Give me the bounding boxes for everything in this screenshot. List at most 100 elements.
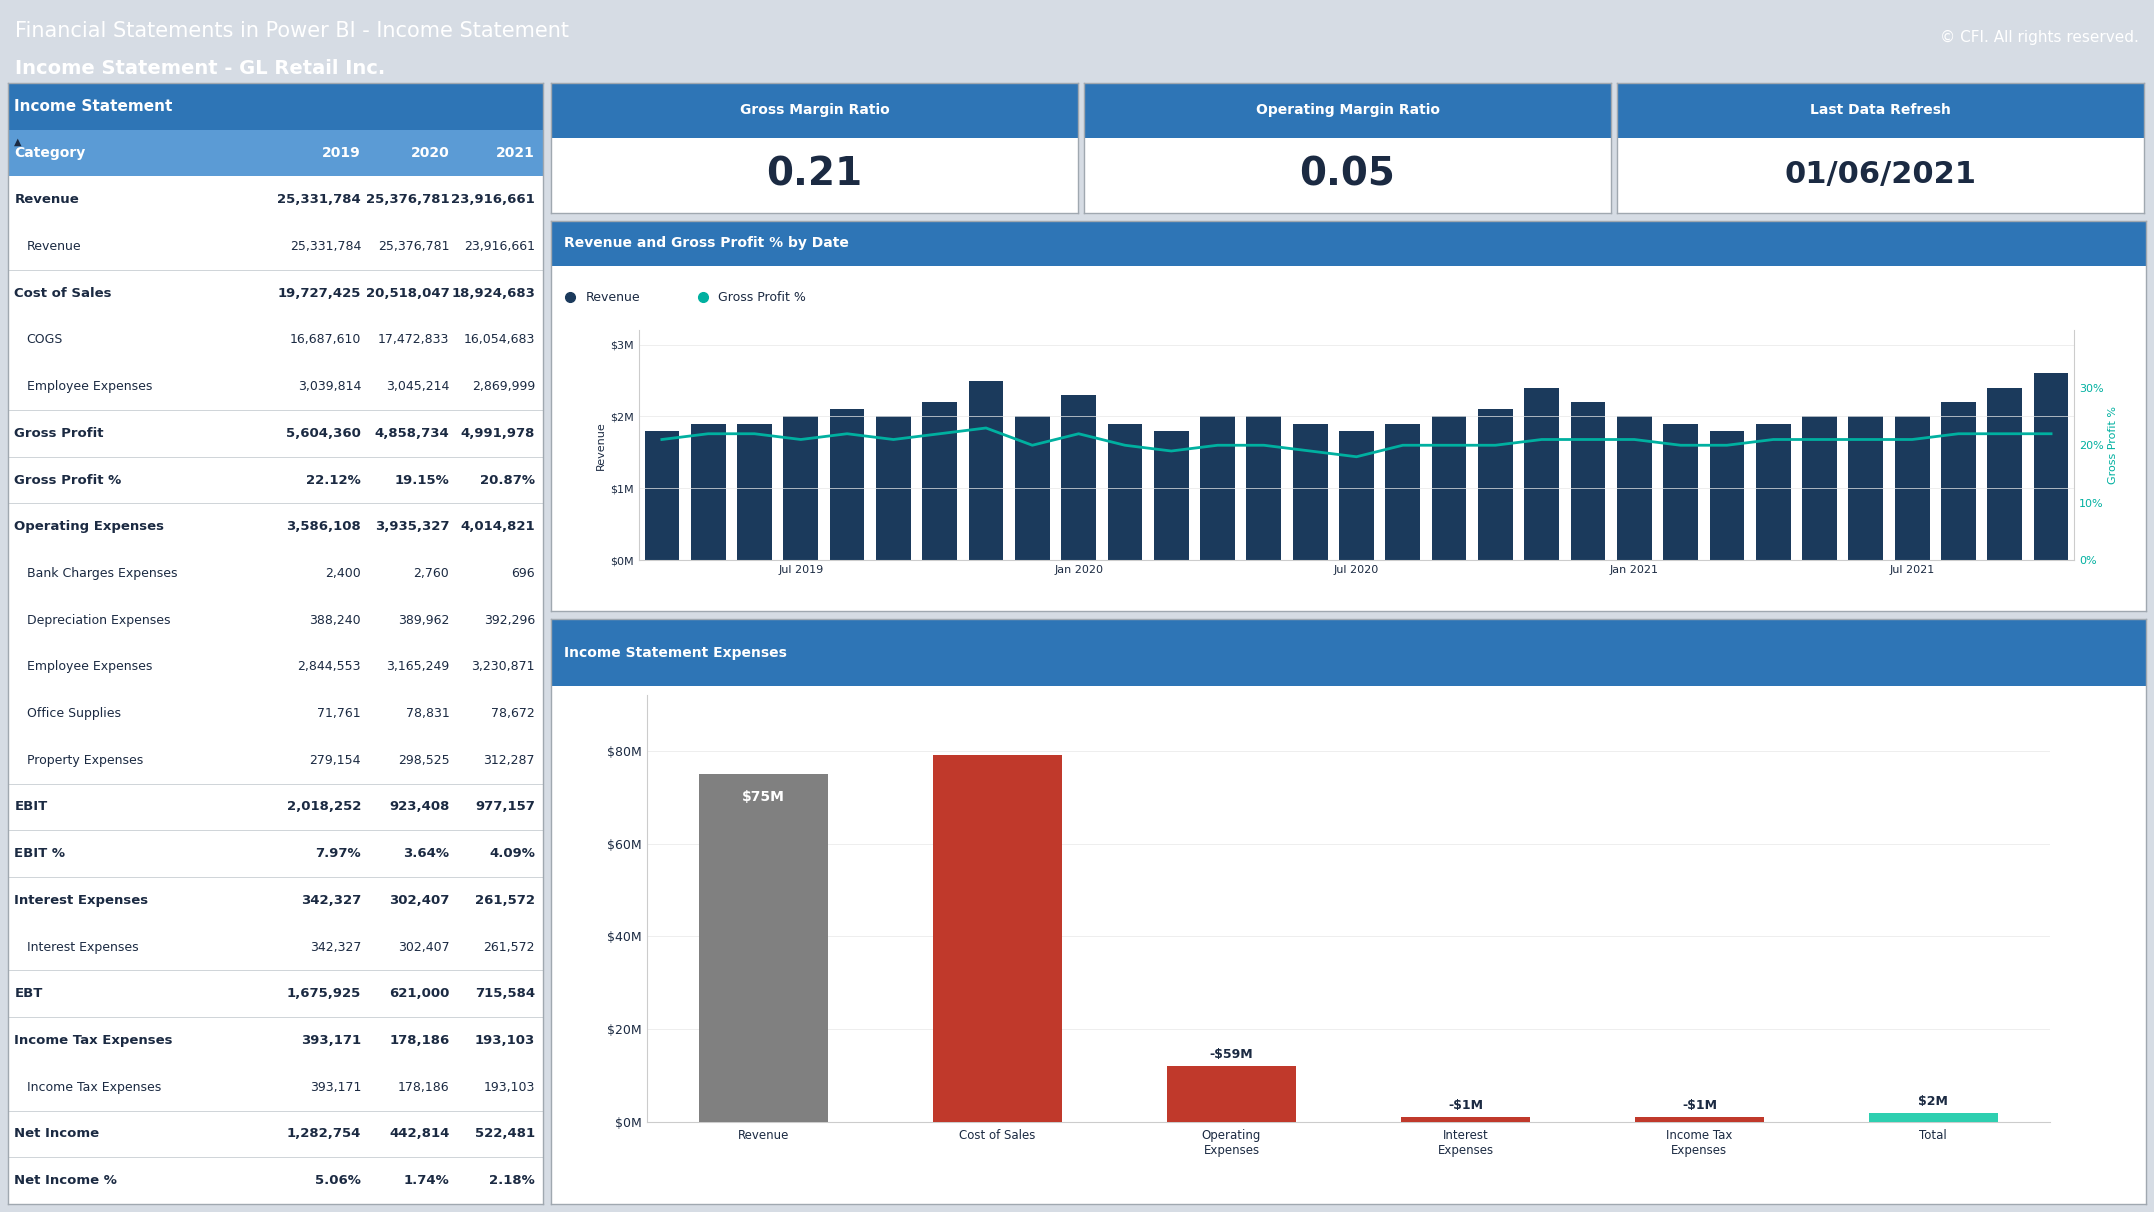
- Text: $75M: $75M: [743, 790, 784, 805]
- Text: 78,672: 78,672: [491, 707, 534, 720]
- Text: 178,186: 178,186: [390, 1034, 450, 1047]
- Text: 18,924,683: 18,924,683: [450, 287, 534, 299]
- Text: 261,572: 261,572: [476, 894, 534, 907]
- Text: 342,327: 342,327: [310, 941, 362, 954]
- Text: Operating Expenses: Operating Expenses: [15, 520, 164, 533]
- Text: 261,572: 261,572: [482, 941, 534, 954]
- Bar: [1155, 431, 1189, 560]
- Text: Operating Margin Ratio: Operating Margin Ratio: [1256, 103, 1439, 118]
- Text: 1,675,925: 1,675,925: [286, 988, 362, 1000]
- Text: Revenue: Revenue: [15, 193, 80, 206]
- Text: Revenue: Revenue: [586, 291, 640, 303]
- Text: 2020: 2020: [411, 147, 450, 160]
- Bar: [1015, 417, 1049, 560]
- Bar: [9, 130, 543, 177]
- Bar: [1385, 424, 1419, 560]
- Text: -$1M: -$1M: [1682, 1099, 1717, 1111]
- Text: -$59M: -$59M: [1211, 1048, 1254, 1060]
- Text: 178,186: 178,186: [398, 1081, 450, 1093]
- Text: 3,586,108: 3,586,108: [286, 520, 362, 533]
- Bar: [737, 424, 771, 560]
- Text: 0.05: 0.05: [1299, 155, 1396, 193]
- Bar: [1570, 402, 1605, 560]
- Text: Office Supplies: Office Supplies: [26, 707, 121, 720]
- Text: Revenue and Gross Profit % by Date: Revenue and Gross Profit % by Date: [564, 236, 849, 251]
- Bar: [1710, 431, 1745, 560]
- Bar: [1618, 82, 2143, 138]
- Text: 621,000: 621,000: [390, 988, 450, 1000]
- Bar: [1167, 1067, 1297, 1122]
- Text: Gross Profit: Gross Profit: [15, 427, 103, 440]
- Bar: [1988, 388, 2023, 560]
- Bar: [644, 431, 679, 560]
- Text: 01/06/2021: 01/06/2021: [1784, 160, 1977, 189]
- Bar: [1663, 424, 1697, 560]
- Text: Income Tax Expenses: Income Tax Expenses: [15, 1034, 172, 1047]
- Text: 5.06%: 5.06%: [314, 1174, 362, 1187]
- Bar: [969, 381, 1004, 560]
- Text: EBT: EBT: [15, 988, 43, 1000]
- Bar: [700, 774, 827, 1122]
- Text: Financial Statements in Power BI - Income Statement: Financial Statements in Power BI - Incom…: [15, 21, 569, 41]
- Bar: [2033, 373, 2068, 560]
- Text: 3,045,214: 3,045,214: [386, 381, 450, 393]
- Text: 2,844,553: 2,844,553: [297, 661, 362, 674]
- Bar: [1083, 82, 1611, 138]
- Bar: [1432, 417, 1467, 560]
- Text: 193,103: 193,103: [485, 1081, 534, 1093]
- Text: 19,727,425: 19,727,425: [278, 287, 362, 299]
- Bar: [1062, 395, 1096, 560]
- Bar: [9, 82, 543, 130]
- Text: 302,407: 302,407: [398, 941, 450, 954]
- Bar: [1200, 417, 1234, 560]
- Text: 302,407: 302,407: [390, 894, 450, 907]
- Text: 1,282,754: 1,282,754: [286, 1127, 362, 1140]
- Text: 2,760: 2,760: [414, 567, 450, 579]
- Text: 7.97%: 7.97%: [314, 847, 362, 861]
- Text: 1.74%: 1.74%: [403, 1174, 450, 1187]
- Text: 5,604,360: 5,604,360: [286, 427, 362, 440]
- Text: 3.64%: 3.64%: [403, 847, 450, 861]
- Text: 3,230,871: 3,230,871: [472, 661, 534, 674]
- Text: Net Income %: Net Income %: [15, 1174, 116, 1187]
- Text: 388,240: 388,240: [310, 613, 362, 627]
- Text: 715,584: 715,584: [474, 988, 534, 1000]
- Bar: [1941, 402, 1975, 560]
- Text: Employee Expenses: Employee Expenses: [26, 661, 153, 674]
- Text: 0.21: 0.21: [767, 155, 862, 193]
- Text: 20.87%: 20.87%: [480, 474, 534, 486]
- Bar: [877, 417, 911, 560]
- Bar: [1756, 424, 1790, 560]
- Bar: [1400, 1117, 1529, 1122]
- Bar: [1292, 424, 1327, 560]
- Text: Category: Category: [15, 147, 86, 160]
- Text: 923,408: 923,408: [390, 800, 450, 813]
- Text: 2019: 2019: [323, 147, 362, 160]
- Text: 17,472,833: 17,472,833: [377, 333, 450, 347]
- Text: 3,165,249: 3,165,249: [386, 661, 450, 674]
- Text: 4,858,734: 4,858,734: [375, 427, 450, 440]
- Text: 312,287: 312,287: [482, 754, 534, 767]
- Text: Income Statement Expenses: Income Statement Expenses: [564, 646, 786, 659]
- Bar: [1107, 424, 1142, 560]
- Bar: [784, 417, 819, 560]
- Bar: [1340, 431, 1374, 560]
- Text: 3,935,327: 3,935,327: [375, 520, 450, 533]
- Text: 25,331,784: 25,331,784: [291, 240, 362, 253]
- Bar: [922, 402, 956, 560]
- Text: 279,154: 279,154: [310, 754, 362, 767]
- Text: 78,831: 78,831: [405, 707, 450, 720]
- Text: Last Data Refresh: Last Data Refresh: [1809, 103, 1952, 118]
- Text: 193,103: 193,103: [474, 1034, 534, 1047]
- Text: 393,171: 393,171: [302, 1034, 362, 1047]
- Bar: [933, 755, 1062, 1122]
- Text: 2,018,252: 2,018,252: [286, 800, 362, 813]
- Bar: [551, 221, 2145, 265]
- Bar: [691, 424, 726, 560]
- Text: Property Expenses: Property Expenses: [26, 754, 142, 767]
- Text: 696: 696: [510, 567, 534, 579]
- Text: EBIT %: EBIT %: [15, 847, 65, 861]
- Text: 389,962: 389,962: [398, 613, 450, 627]
- Text: Gross Profit %: Gross Profit %: [15, 474, 121, 486]
- Text: 522,481: 522,481: [474, 1127, 534, 1140]
